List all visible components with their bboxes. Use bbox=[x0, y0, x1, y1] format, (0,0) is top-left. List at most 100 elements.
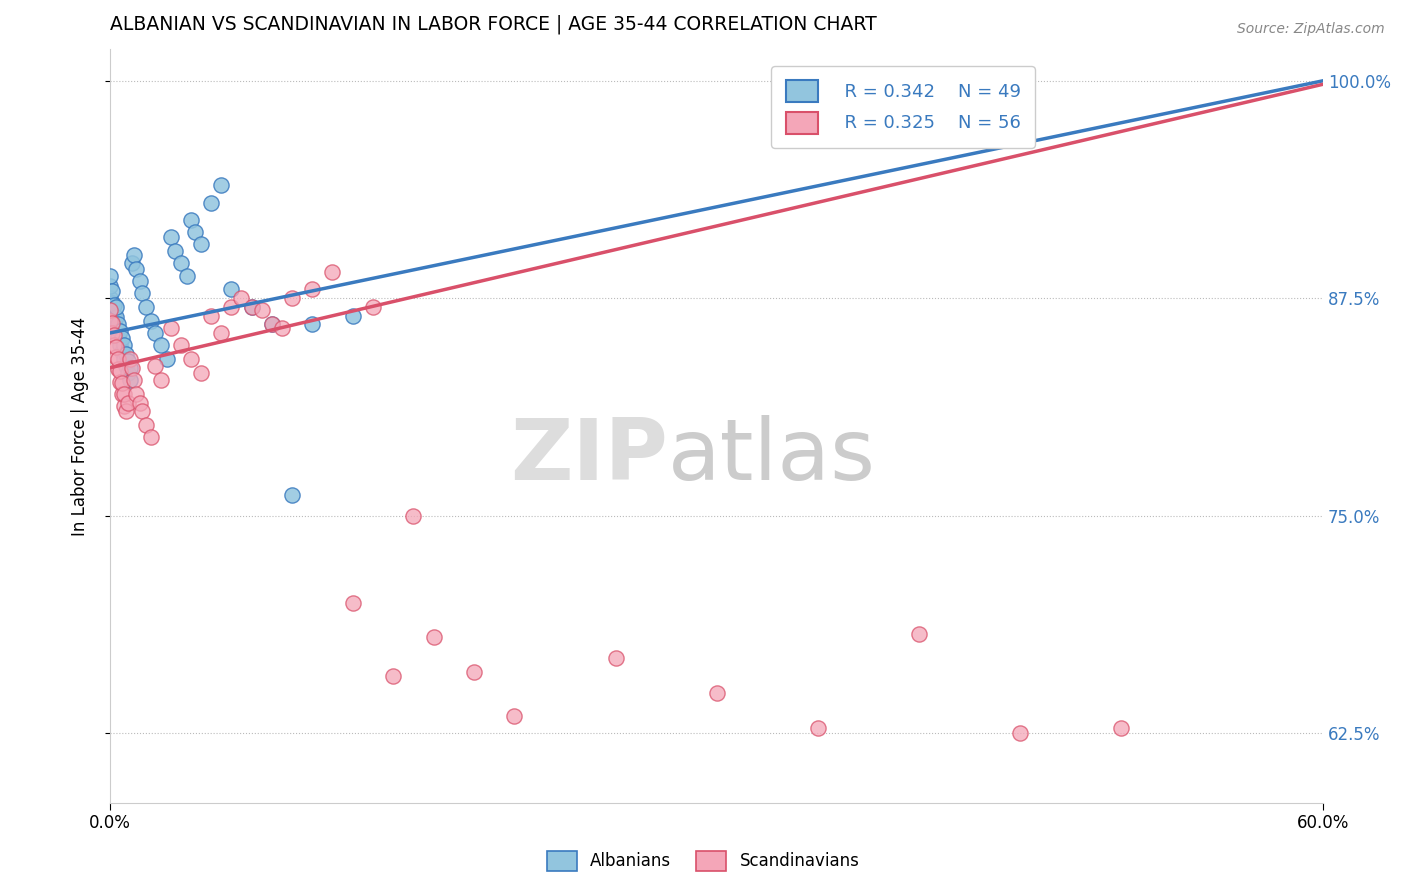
Point bbox=[260, 318, 283, 332]
Point bbox=[200, 309, 222, 323]
Point bbox=[117, 366, 139, 380]
Point bbox=[103, 327, 125, 342]
Point bbox=[240, 300, 263, 314]
Point bbox=[342, 309, 364, 323]
Point bbox=[156, 352, 179, 367]
Point bbox=[321, 265, 343, 279]
Point bbox=[281, 291, 304, 305]
Point bbox=[209, 326, 232, 340]
Point bbox=[111, 387, 134, 401]
Point bbox=[271, 320, 294, 334]
Point bbox=[117, 353, 139, 368]
Point bbox=[382, 668, 405, 682]
Text: atlas: atlas bbox=[668, 415, 876, 498]
Point bbox=[112, 352, 135, 367]
Point bbox=[129, 274, 152, 288]
Point bbox=[108, 324, 131, 338]
Point bbox=[103, 309, 125, 323]
Point bbox=[131, 404, 153, 418]
Point bbox=[190, 237, 212, 252]
Point bbox=[115, 404, 138, 418]
Point bbox=[107, 331, 129, 345]
Point bbox=[250, 303, 273, 318]
Point bbox=[105, 310, 128, 325]
Point bbox=[503, 708, 526, 723]
Point bbox=[105, 300, 128, 314]
Point bbox=[463, 665, 485, 680]
Point bbox=[402, 508, 425, 523]
Point bbox=[135, 418, 157, 433]
Point bbox=[209, 178, 232, 193]
Point bbox=[101, 284, 124, 298]
Point bbox=[231, 291, 253, 305]
Point bbox=[125, 261, 148, 276]
Point bbox=[117, 395, 139, 409]
Point bbox=[101, 316, 124, 330]
Point bbox=[260, 318, 283, 332]
Point bbox=[1109, 721, 1132, 735]
Text: ALBANIAN VS SCANDINAVIAN IN LABOR FORCE | AGE 35-44 CORRELATION CHART: ALBANIAN VS SCANDINAVIAN IN LABOR FORCE … bbox=[110, 15, 877, 35]
Point bbox=[124, 373, 146, 387]
Point bbox=[301, 283, 323, 297]
Point bbox=[131, 285, 153, 300]
Point bbox=[124, 248, 146, 262]
Point bbox=[98, 291, 121, 305]
Legend:   R = 0.342    N = 49,   R = 0.325    N = 56: R = 0.342 N = 49, R = 0.325 N = 56 bbox=[772, 66, 1035, 148]
Point bbox=[422, 631, 444, 645]
Point bbox=[107, 318, 129, 332]
Point bbox=[180, 352, 202, 367]
Point bbox=[101, 296, 124, 310]
Point bbox=[149, 338, 172, 352]
Legend: Albanians, Scandinavians: Albanians, Scandinavians bbox=[538, 842, 868, 880]
Point bbox=[112, 338, 135, 352]
Point bbox=[125, 387, 148, 401]
Point bbox=[907, 627, 929, 641]
Point bbox=[706, 686, 728, 700]
Point bbox=[149, 373, 172, 387]
Point bbox=[240, 300, 263, 314]
Point bbox=[176, 268, 198, 283]
Point bbox=[170, 256, 193, 270]
Point bbox=[281, 488, 304, 502]
Point bbox=[342, 596, 364, 610]
Point bbox=[190, 366, 212, 380]
Point bbox=[105, 320, 128, 334]
Point bbox=[143, 326, 166, 340]
Point bbox=[105, 340, 128, 354]
Point bbox=[121, 360, 143, 375]
Point bbox=[159, 320, 181, 334]
Point bbox=[111, 376, 134, 391]
Point bbox=[107, 352, 129, 367]
Point bbox=[159, 230, 181, 244]
Point bbox=[112, 399, 135, 413]
Point bbox=[105, 351, 128, 365]
Text: ZIP: ZIP bbox=[510, 415, 668, 498]
Text: Source: ZipAtlas.com: Source: ZipAtlas.com bbox=[1237, 22, 1385, 37]
Point bbox=[115, 359, 138, 373]
Y-axis label: In Labor Force | Age 35-44: In Labor Force | Age 35-44 bbox=[72, 317, 89, 535]
Point bbox=[103, 338, 125, 352]
Point bbox=[163, 244, 186, 259]
Point bbox=[120, 352, 142, 367]
Point bbox=[98, 268, 121, 283]
Point bbox=[143, 359, 166, 373]
Point bbox=[111, 345, 134, 359]
Point bbox=[221, 283, 243, 297]
Point bbox=[170, 338, 193, 352]
Point bbox=[135, 300, 157, 314]
Point bbox=[120, 373, 142, 387]
Point bbox=[112, 387, 135, 401]
Point bbox=[98, 279, 121, 293]
Point bbox=[301, 318, 323, 332]
Point bbox=[807, 721, 830, 735]
Point bbox=[115, 347, 138, 361]
Point bbox=[121, 256, 143, 270]
Point bbox=[605, 651, 627, 665]
Point bbox=[180, 213, 202, 227]
Point bbox=[221, 300, 243, 314]
Point bbox=[103, 298, 125, 312]
Point bbox=[101, 326, 124, 340]
Point bbox=[184, 225, 207, 239]
Point bbox=[108, 375, 131, 389]
Point bbox=[111, 331, 134, 345]
